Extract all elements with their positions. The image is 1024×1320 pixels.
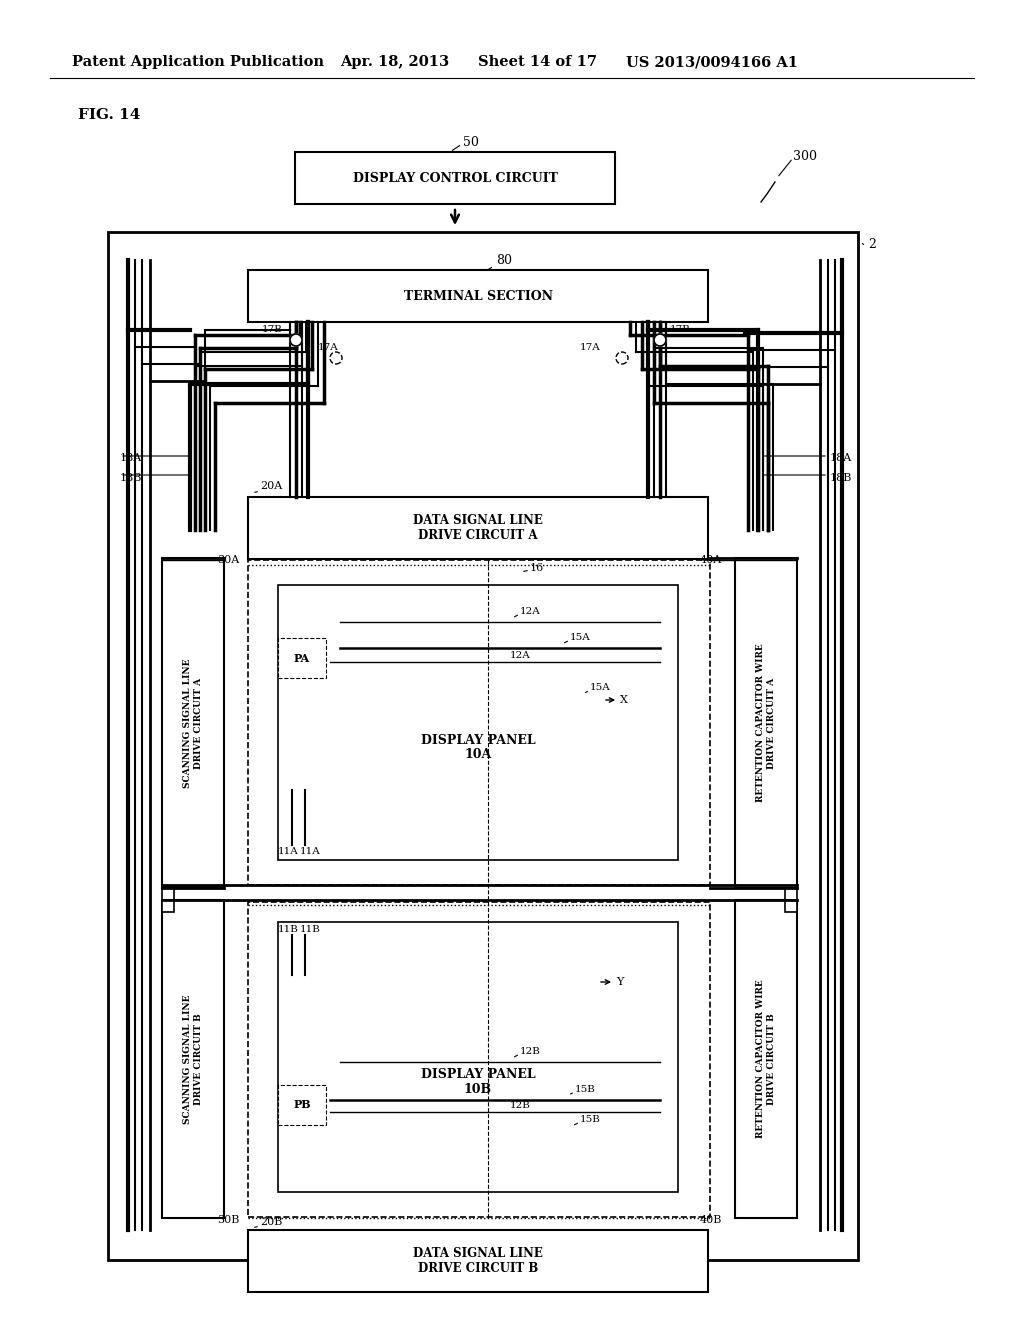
Text: 11B: 11B	[278, 925, 299, 935]
Text: Y: Y	[616, 977, 624, 987]
Text: 18A: 18A	[120, 453, 142, 463]
Text: 11B: 11B	[300, 925, 321, 935]
Text: 18B: 18B	[120, 473, 142, 483]
Bar	[278, 1085, 326, 1125]
Text: 12B: 12B	[510, 1101, 530, 1110]
Text: 11A: 11A	[278, 847, 299, 857]
Text: 30A: 30A	[217, 554, 240, 565]
Bar	[785, 900, 797, 912]
Bar	[162, 888, 174, 900]
Text: 40A: 40A	[700, 554, 722, 565]
Bar	[162, 558, 224, 888]
Text: SCANNING SIGNAL LINE
DRIVE CIRCUIT A: SCANNING SIGNAL LINE DRIVE CIRCUIT A	[183, 659, 203, 788]
Bar	[162, 900, 174, 912]
Text: 15B: 15B	[575, 1085, 596, 1094]
Bar	[735, 900, 797, 1218]
Text: 11A: 11A	[300, 847, 321, 857]
Text: 16: 16	[530, 564, 544, 573]
Text: DISPLAY CONTROL CIRCUIT: DISPLAY CONTROL CIRCUIT	[352, 172, 557, 185]
Text: 2: 2	[868, 238, 876, 251]
Text: PA: PA	[294, 652, 310, 664]
Bar	[162, 900, 224, 1218]
Text: 17B: 17B	[670, 326, 691, 334]
Bar	[278, 921, 678, 1192]
Bar	[248, 560, 710, 884]
Circle shape	[616, 352, 628, 364]
Bar	[248, 271, 708, 322]
Text: PB: PB	[293, 1100, 311, 1110]
Text: 15B: 15B	[580, 1115, 601, 1125]
Text: SCANNING SIGNAL LINE
DRIVE CIRCUIT B: SCANNING SIGNAL LINE DRIVE CIRCUIT B	[183, 994, 203, 1123]
Text: 17B: 17B	[262, 326, 283, 334]
Text: DISPLAY PANEL
10A: DISPLAY PANEL 10A	[421, 734, 536, 762]
Text: RETENTION CAPACITOR WIRE
DRIVE CIRCUIT A: RETENTION CAPACITOR WIRE DRIVE CIRCUIT A	[757, 644, 776, 803]
Text: 15A: 15A	[570, 634, 591, 643]
Text: 30B: 30B	[217, 1214, 240, 1225]
Text: 12B: 12B	[520, 1048, 541, 1056]
Text: 300: 300	[793, 150, 817, 164]
Circle shape	[654, 334, 666, 346]
Text: FIG. 14: FIG. 14	[78, 108, 140, 121]
Bar	[295, 152, 615, 205]
Text: 40B: 40B	[700, 1214, 722, 1225]
Bar	[785, 888, 797, 900]
Circle shape	[290, 334, 302, 346]
Text: Patent Application Publication: Patent Application Publication	[72, 55, 324, 69]
Text: DATA SIGNAL LINE
DRIVE CIRCUIT B: DATA SIGNAL LINE DRIVE CIRCUIT B	[413, 1247, 543, 1275]
Text: 20A: 20A	[260, 480, 283, 491]
Bar	[248, 902, 710, 1217]
Text: X: X	[620, 696, 628, 705]
Text: 80: 80	[496, 253, 512, 267]
Text: Apr. 18, 2013: Apr. 18, 2013	[340, 55, 450, 69]
Text: DATA SIGNAL LINE
DRIVE CIRCUIT A: DATA SIGNAL LINE DRIVE CIRCUIT A	[413, 513, 543, 543]
Text: 17A: 17A	[318, 343, 339, 352]
Text: 15A: 15A	[590, 684, 610, 693]
Text: DISPLAY PANEL
10B: DISPLAY PANEL 10B	[421, 1068, 536, 1096]
Bar	[278, 585, 678, 861]
Text: 17A: 17A	[580, 343, 601, 352]
Text: 18B: 18B	[830, 473, 852, 483]
Text: 12A: 12A	[510, 651, 530, 660]
Text: 18A: 18A	[830, 453, 852, 463]
Text: Sheet 14 of 17: Sheet 14 of 17	[478, 55, 597, 69]
Text: TERMINAL SECTION: TERMINAL SECTION	[403, 289, 553, 302]
Text: 12A: 12A	[520, 607, 541, 616]
Bar	[735, 558, 797, 888]
Text: 50: 50	[463, 136, 479, 149]
Bar	[108, 232, 858, 1261]
Bar	[278, 638, 326, 678]
Text: RETENTION CAPACITOR WIRE
DRIVE CIRCUIT B: RETENTION CAPACITOR WIRE DRIVE CIRCUIT B	[757, 979, 776, 1138]
Text: 20B: 20B	[260, 1217, 283, 1228]
Bar	[248, 1230, 708, 1292]
Circle shape	[330, 352, 342, 364]
Bar	[248, 498, 708, 558]
Text: US 2013/0094166 A1: US 2013/0094166 A1	[626, 55, 798, 69]
